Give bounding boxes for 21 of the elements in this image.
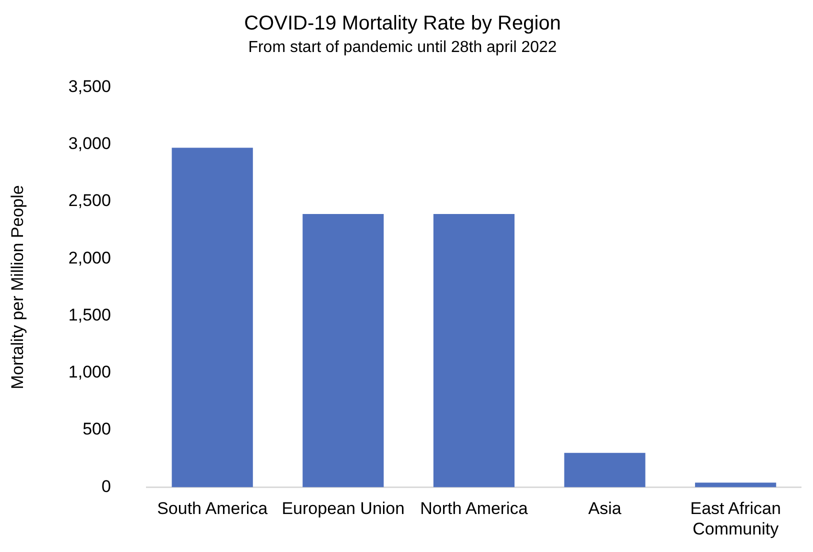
bar xyxy=(695,482,776,488)
x-tick-label: European Union xyxy=(282,499,405,518)
bar xyxy=(564,452,646,488)
y-tick-label: 3,500 xyxy=(68,76,111,96)
bar xyxy=(172,148,253,488)
y-axis-title: Mortality per Million People xyxy=(8,185,27,390)
x-tick-label: Asia xyxy=(588,499,622,518)
y-tick-label: 1,500 xyxy=(68,305,111,324)
y-tick-label: 2,500 xyxy=(68,191,111,210)
bar xyxy=(433,214,515,488)
bar xyxy=(302,214,384,488)
x-tick-label: East African Community xyxy=(690,499,781,538)
chart-subtitle: From start of pandemic until 28th april 2022 xyxy=(248,39,557,56)
y-tick-label: 1,000 xyxy=(68,362,111,382)
y-tick-label: 0 xyxy=(101,476,111,496)
y-tick-label: 3,000 xyxy=(68,134,111,154)
x-tick-label: North America xyxy=(420,499,528,518)
y-tick-label: 2,000 xyxy=(68,248,111,268)
chart-title: COVID-19 Mortality Rate by Region xyxy=(244,12,561,35)
x-tick-label: South America xyxy=(157,499,268,518)
y-tick-label: 500 xyxy=(82,420,111,439)
